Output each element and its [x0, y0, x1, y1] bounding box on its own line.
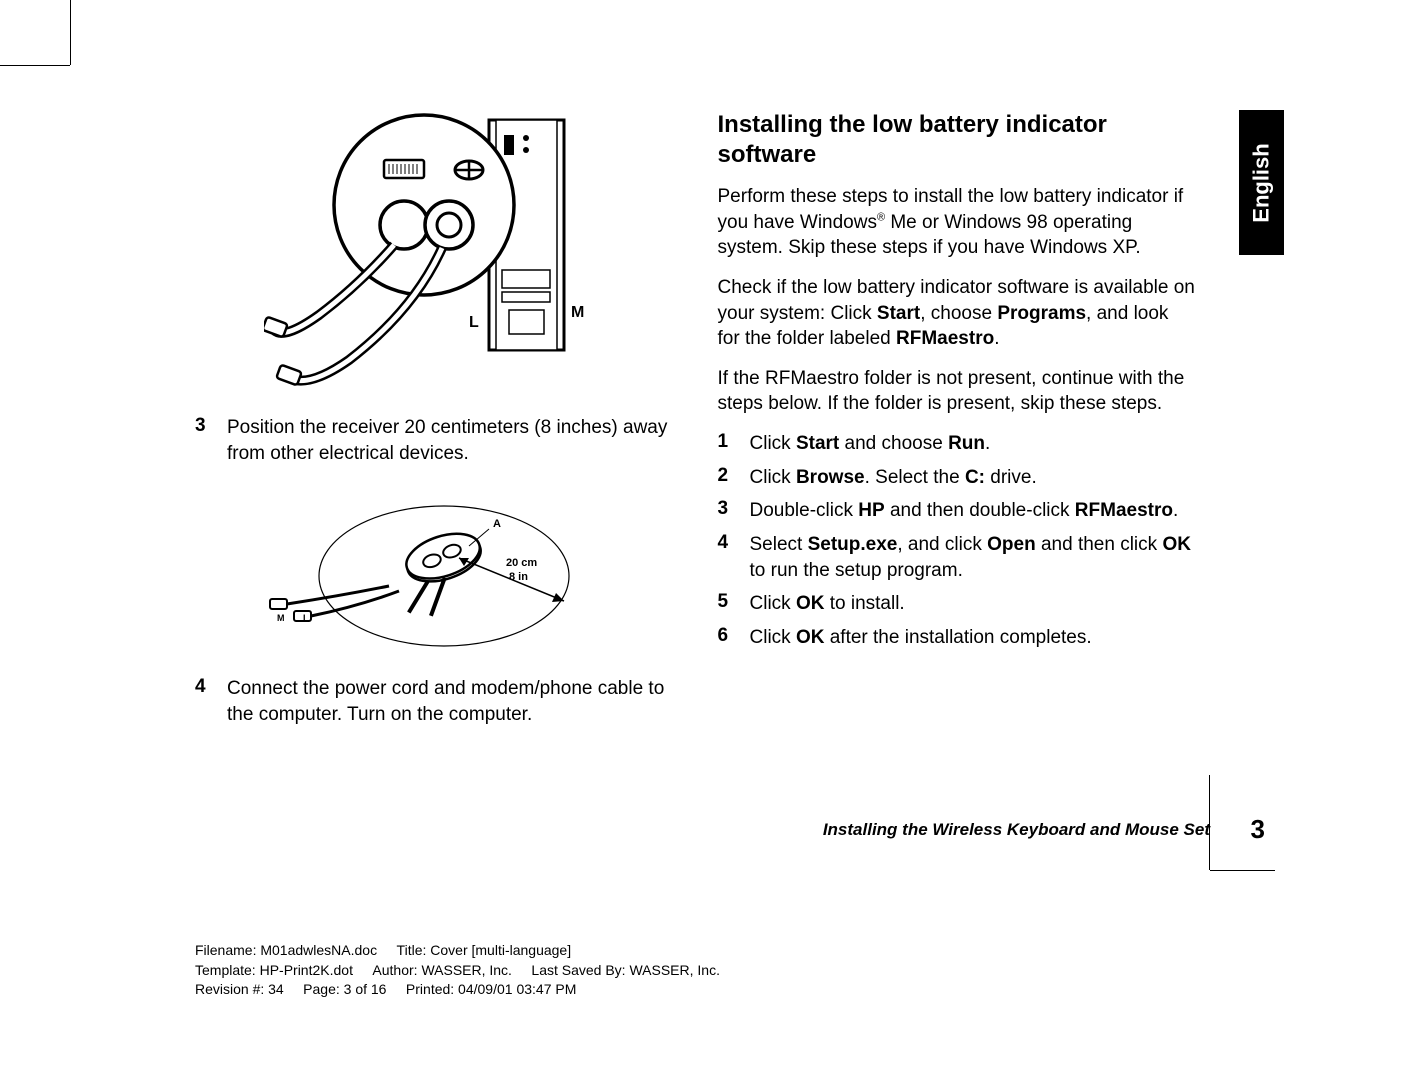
right-column: Installing the low battery indicator sof…	[718, 110, 1196, 736]
footer-page-number: 3	[1251, 814, 1265, 845]
section-heading: Installing the low battery indicator sof…	[718, 110, 1196, 170]
label-a: A	[493, 518, 501, 530]
figure-receiver-pc: L M	[195, 110, 673, 390]
step-4: 4 Connect the power cord and modem/phone…	[195, 676, 673, 727]
label-m2: M	[277, 613, 285, 623]
receiver-pc-svg: L M	[264, 110, 604, 390]
step-number: 5	[718, 591, 750, 617]
label-m: M	[571, 304, 584, 321]
paragraph: If the RFMaestro folder is not present, …	[718, 366, 1196, 417]
document-metadata: Filename: M01adwlesNA.doc Title: Cover […	[195, 941, 720, 1000]
step-number: 4	[718, 532, 750, 583]
language-tab: English	[1239, 110, 1284, 255]
rstep-5: 5 Click OK to install.	[718, 591, 1196, 617]
step-text: Click Start and choose Run.	[750, 431, 991, 457]
step-text: Click OK after the installation complete…	[750, 625, 1092, 651]
language-label: English	[1249, 143, 1275, 222]
label-l2: L	[303, 613, 309, 623]
rstep-6: 6 Click OK after the installation comple…	[718, 625, 1196, 651]
content-area: L M 3 Position the receiver 20 centimete…	[195, 110, 1195, 736]
paragraph: Perform these steps to install the low b…	[718, 184, 1196, 261]
rstep-2: 2 Click Browse. Select the C: drive.	[718, 465, 1196, 491]
figure-distance: A L M 20 cm 8 in	[195, 491, 673, 651]
step-text: Double-click HP and then double-click RF…	[750, 498, 1179, 524]
crop-mark	[70, 0, 71, 65]
distance-svg: A L M 20 cm 8 in	[269, 491, 599, 651]
step-text: Position the receiver 20 centimeters (8 …	[227, 415, 673, 466]
dist-20cm: 20 cm	[506, 557, 537, 569]
rstep-1: 1 Click Start and choose Run.	[718, 431, 1196, 457]
left-column: L M 3 Position the receiver 20 centimete…	[195, 110, 673, 736]
rstep-3: 3 Double-click HP and then double-click …	[718, 498, 1196, 524]
step-number: 6	[718, 625, 750, 651]
crop-mark	[0, 65, 70, 66]
step-number: 3	[718, 498, 750, 524]
footer-title: Installing the Wireless Keyboard and Mou…	[823, 820, 1210, 840]
paragraph: Check if the low battery indicator softw…	[718, 275, 1196, 352]
step-number: 1	[718, 431, 750, 457]
step-number: 4	[195, 676, 227, 727]
step-3: 3 Position the receiver 20 centimeters (…	[195, 415, 673, 466]
step-number: 3	[195, 415, 227, 466]
step-text: Select Setup.exe, and click Open and the…	[750, 532, 1196, 583]
step-number: 2	[718, 465, 750, 491]
page: English	[80, 15, 1280, 1015]
step-text: Connect the power cord and modem/phone c…	[227, 676, 673, 727]
step-text: Click OK to install.	[750, 591, 905, 617]
dist-8in: 8 in	[509, 571, 528, 583]
label-l: L	[469, 314, 479, 331]
rstep-4: 4 Select Setup.exe, and click Open and t…	[718, 532, 1196, 583]
step-text: Click Browse. Select the C: drive.	[750, 465, 1037, 491]
